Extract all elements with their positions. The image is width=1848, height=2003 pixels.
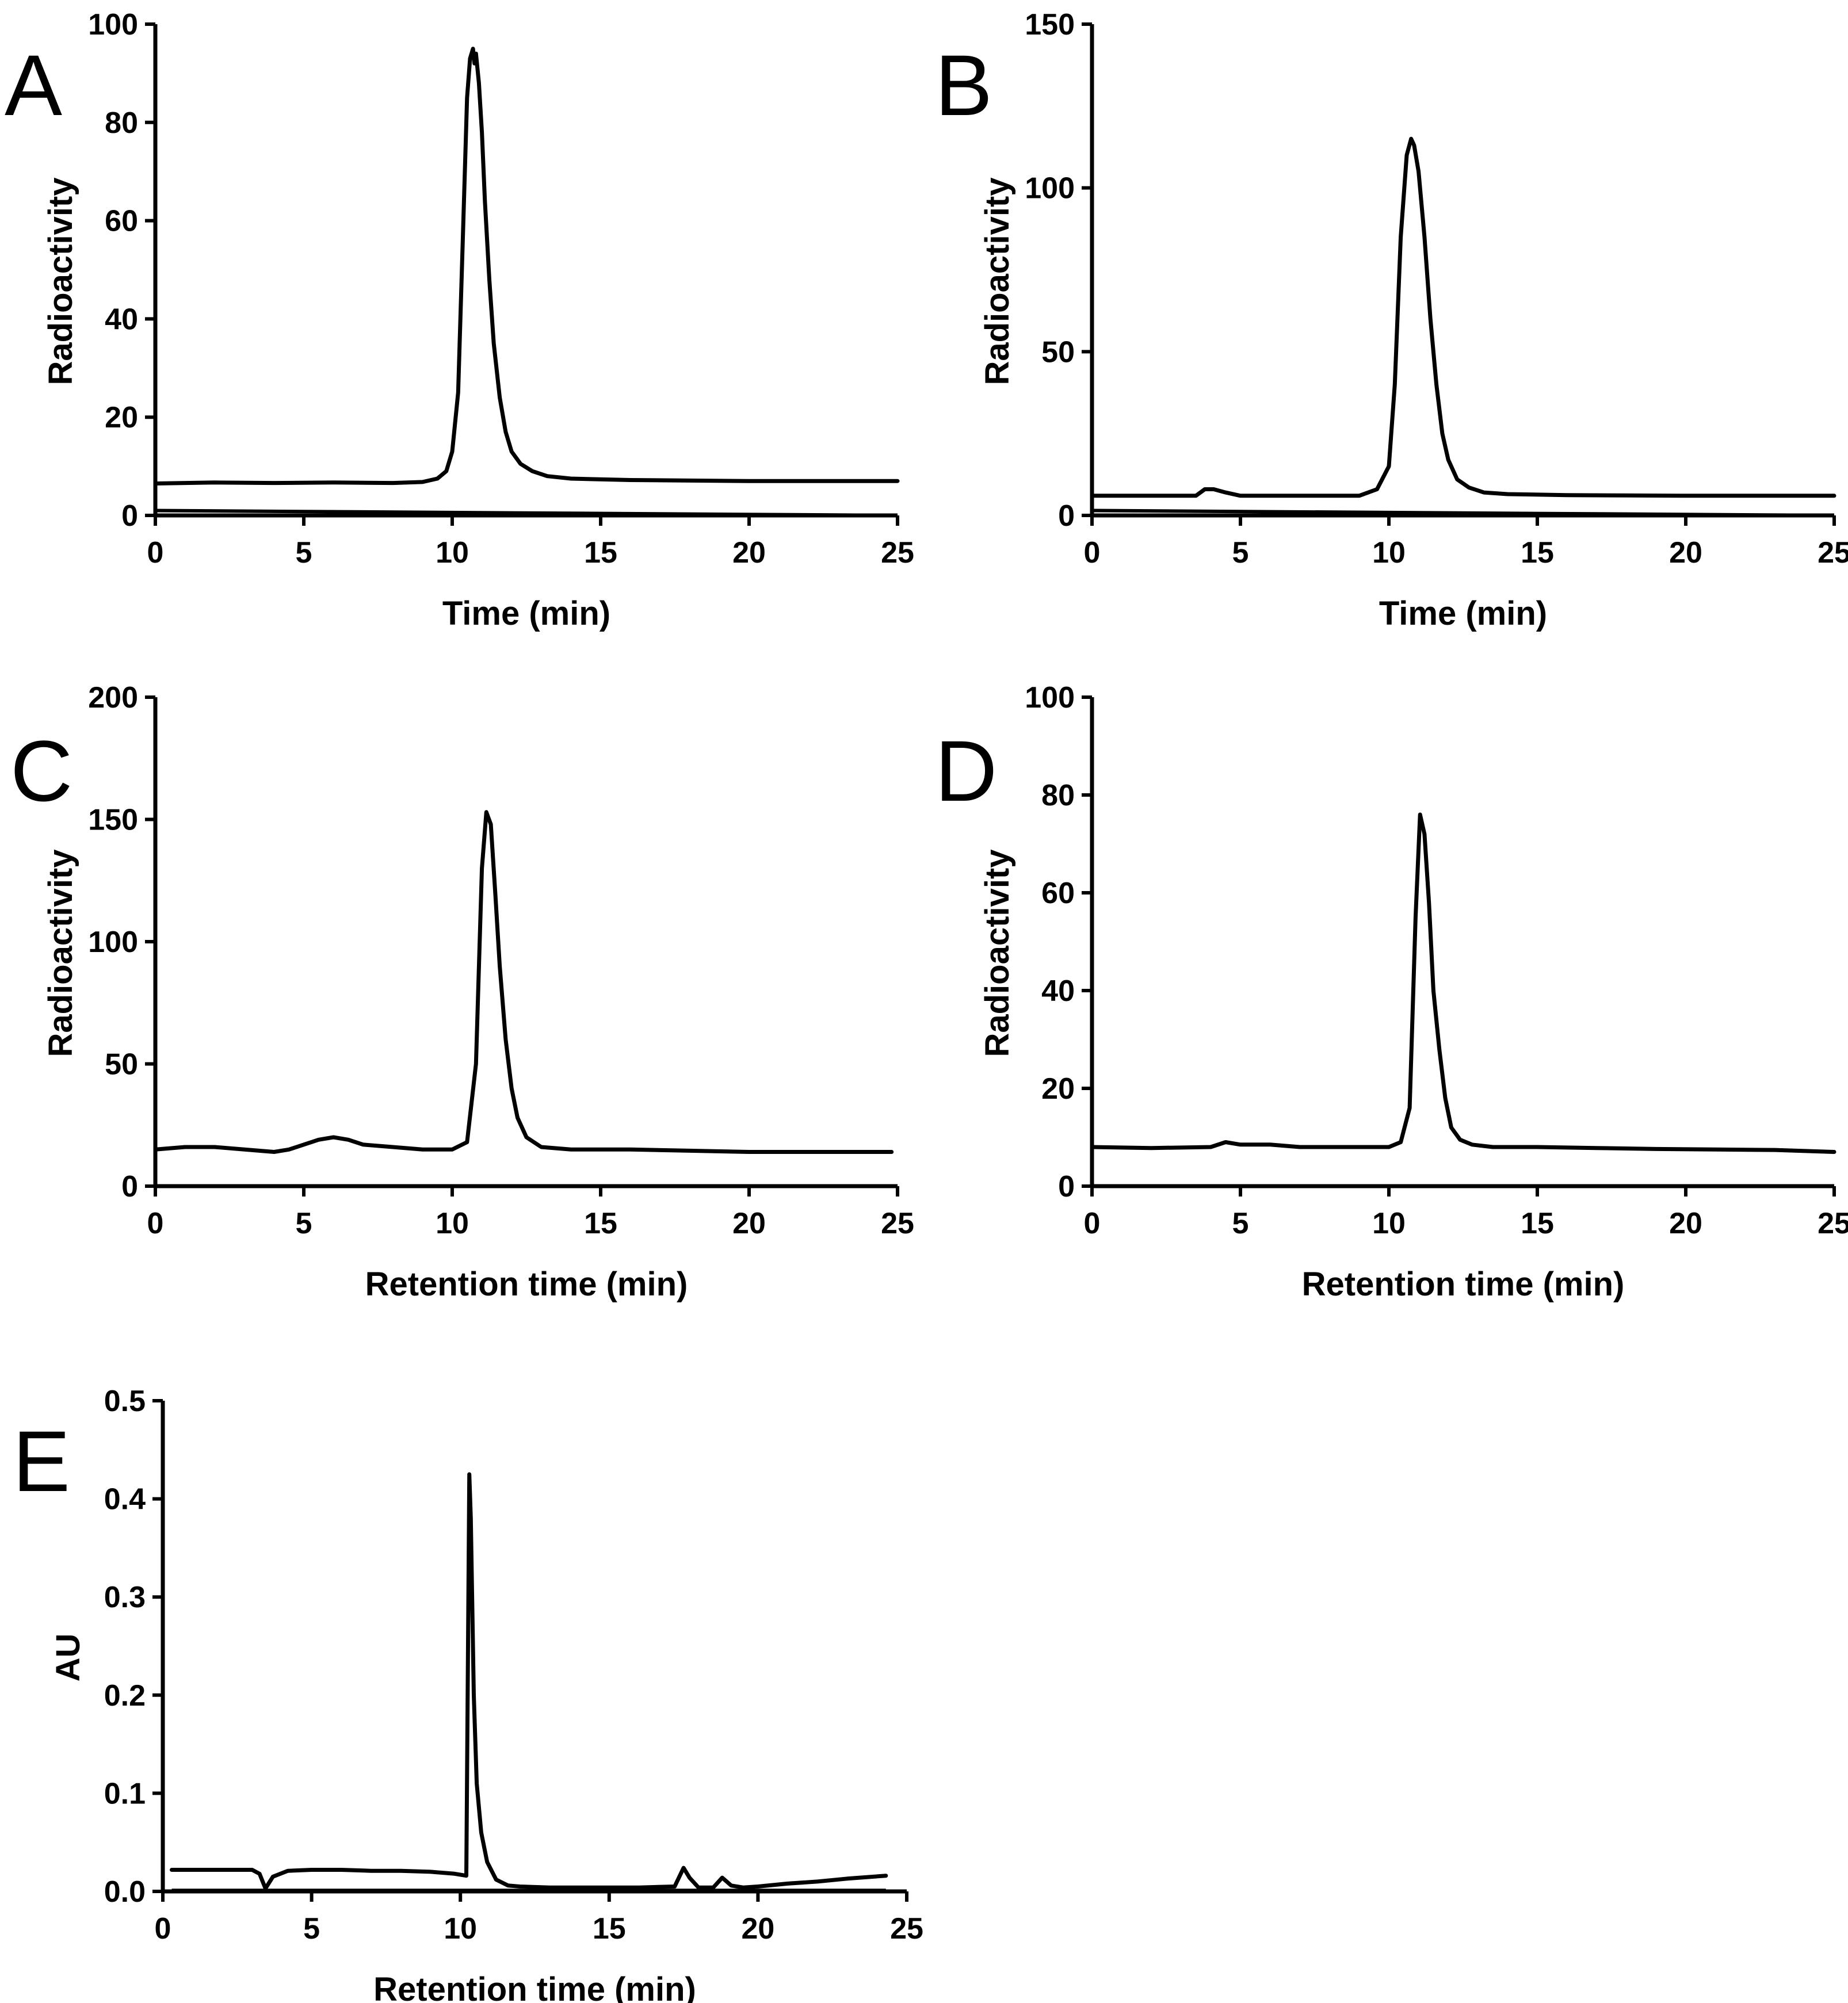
y-tick-label: 100: [88, 8, 138, 41]
x-tick-label: 20: [732, 536, 766, 569]
x-tick-label: 10: [1372, 536, 1406, 569]
x-tick-label: 0: [147, 1207, 164, 1240]
y-axis-title: AU: [49, 1634, 87, 1682]
x-tick-label: 5: [1232, 536, 1249, 569]
data-trace-line: [153, 47, 900, 486]
x-tick-label: 5: [303, 1912, 320, 1945]
y-tick-label: 100: [1025, 681, 1075, 714]
x-tick-label: 15: [593, 1912, 626, 1945]
panel-d: D 0 20 40 60 80 100 0 5 10 15 20 25 Retention time …: [935, 681, 1848, 1303]
x-tick-label: 10: [1372, 1207, 1406, 1240]
panel-letter-a: A: [5, 37, 62, 133]
y-tick-label: 150: [1025, 8, 1075, 41]
y-axis-title: Radioactivity: [42, 178, 79, 385]
x-tick-label: 0: [1084, 536, 1101, 569]
y-tick-label: 0.3: [104, 1581, 146, 1614]
x-axis-title: Retention time (min): [373, 1971, 696, 2003]
x-tick-label: 5: [1232, 1207, 1249, 1240]
y-tick-label: 20: [105, 401, 138, 434]
y-axis-title: Radioactivity: [42, 850, 79, 1057]
x-tick-label: 5: [296, 536, 312, 569]
x-tick-label: 10: [436, 1207, 469, 1240]
x-tick-label: 20: [732, 1207, 766, 1240]
panel-letter-e: E: [13, 1413, 70, 1509]
y-tick-label: 40: [1041, 974, 1075, 1008]
y-tick-label: 100: [88, 926, 138, 959]
y-tick-label: 80: [1041, 779, 1075, 812]
y-tick-label: 100: [1025, 172, 1075, 205]
x-tick-label: 20: [741, 1912, 774, 1945]
y-tick-label: 0: [121, 499, 138, 533]
x-tick-label: 15: [1521, 536, 1554, 569]
baseline-line: [155, 509, 898, 517]
x-tick-label: 10: [444, 1912, 477, 1945]
y-tick-label: 50: [105, 1048, 138, 1081]
panel-a: A 0 20 40 60 80 100 0 5 10 15 20 25 Time (min) Radi…: [5, 8, 914, 632]
panel-e: E 0.0 0.1 0.2 0.3 0.4 0.5 0 5 10 15 20 25 Retention…: [13, 1385, 923, 2003]
baseline-line: [1091, 509, 1835, 517]
x-tick-label: 25: [881, 536, 914, 569]
y-tick-label: 0: [1058, 1170, 1075, 1203]
x-tick-label: 5: [296, 1207, 312, 1240]
y-tick-label: 40: [105, 303, 138, 336]
data-trace-line: [1090, 812, 1836, 1154]
data-trace-line: [1090, 136, 1836, 498]
x-tick-label: 25: [881, 1207, 914, 1240]
panel-letter-c: C: [10, 723, 72, 819]
x-tick-label: 25: [890, 1912, 923, 1945]
x-tick-label: 0: [1084, 1207, 1101, 1240]
x-axis-title: Time (min): [442, 595, 610, 632]
x-tick-label: 25: [1818, 536, 1848, 569]
panel-letter-d: D: [935, 723, 997, 819]
y-tick-label: 0.5: [104, 1385, 146, 1418]
y-tick-label: 200: [88, 681, 138, 714]
y-tick-label: 60: [1041, 877, 1075, 910]
x-tick-label: 20: [1669, 536, 1702, 569]
panel-b: B 0 50 100 150 0 5 10 15 20 25 Time (min) Radioac…: [935, 8, 1848, 632]
y-tick-label: 60: [105, 205, 138, 238]
x-tick-label: 10: [436, 536, 469, 569]
x-tick-label: 25: [1818, 1207, 1848, 1240]
x-tick-label: 15: [584, 536, 617, 569]
y-tick-label: 150: [88, 804, 138, 837]
x-tick-label: 0: [155, 1912, 171, 1945]
y-tick-label: 0.2: [104, 1679, 146, 1713]
x-tick-label: 0: [147, 536, 164, 569]
panel-c: C 0 50 100 150 200 0 5 10 15 20 25 Retention time …: [10, 681, 914, 1303]
y-tick-label: 0.4: [104, 1483, 146, 1516]
y-axis-title: Radioactivity: [979, 178, 1016, 385]
y-axis-title: Radioactivity: [979, 850, 1016, 1057]
y-tick-label: 0.0: [104, 1875, 146, 1909]
x-axis-title: Retention time (min): [1302, 1266, 1625, 1303]
x-axis-title: Time (min): [1379, 595, 1547, 632]
y-tick-label: 80: [105, 106, 138, 140]
panel-letter-b: B: [935, 37, 992, 133]
y-tick-label: 0.1: [104, 1777, 146, 1810]
x-tick-label: 15: [584, 1207, 617, 1240]
x-tick-label: 15: [1521, 1207, 1554, 1240]
y-tick-label: 50: [1041, 335, 1075, 369]
y-tick-label: 0: [1058, 499, 1075, 533]
x-tick-label: 20: [1669, 1207, 1702, 1240]
y-tick-label: 0: [121, 1170, 138, 1203]
y-tick-label: 20: [1041, 1072, 1075, 1106]
data-trace-line: [153, 810, 894, 1154]
x-axis-title: Retention time (min): [365, 1266, 688, 1303]
data-trace-line: [170, 1472, 888, 1891]
